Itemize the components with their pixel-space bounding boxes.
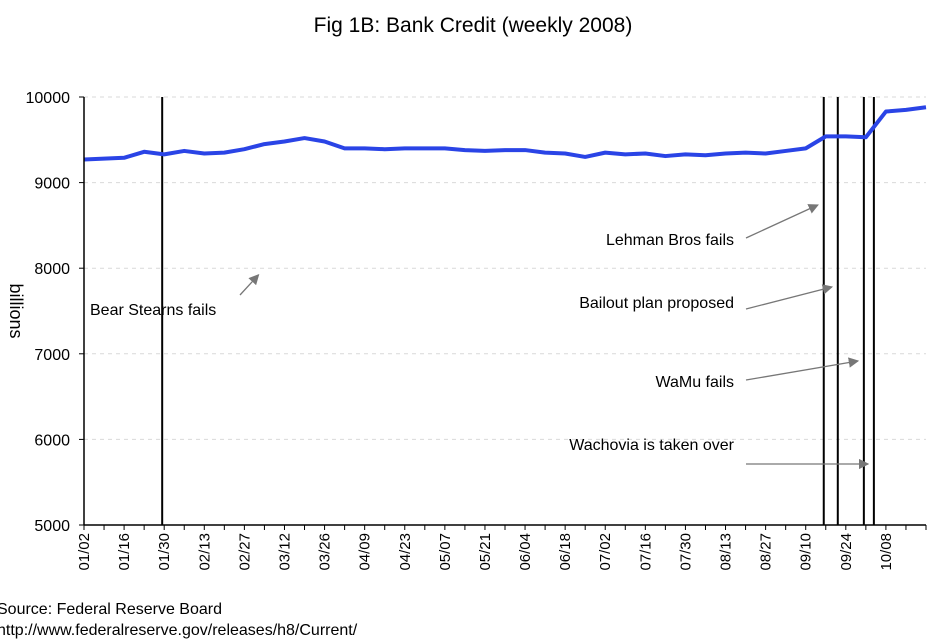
x-tick-label: 07/16 xyxy=(637,533,654,571)
x-tick-label: 04/09 xyxy=(357,533,374,571)
x-tick-label: 09/10 xyxy=(798,533,815,571)
x-tick-label: 08/13 xyxy=(718,533,735,571)
x-tick-label: 06/18 xyxy=(557,533,574,571)
chart-title: Fig 1B: Bank Credit (weekly 2008) xyxy=(313,14,633,37)
annotation-label: WaMu fails xyxy=(655,374,734,391)
x-tick-label: 01/02 xyxy=(76,533,93,571)
y-tick-label: 9000 xyxy=(34,176,70,193)
x-tick-label: 01/30 xyxy=(156,533,173,571)
annotation-arrow xyxy=(745,284,834,310)
source-text: Source: Federal Reserve Board xyxy=(0,601,222,618)
bank-credit-line-chart: 5000 6000 7000 8000 9000 10000 billions 01/02 01… xyxy=(6,90,927,571)
x-tick-label: 05/21 xyxy=(477,533,494,571)
x-tick-label: 08/27 xyxy=(758,533,775,571)
annotation-arrow xyxy=(745,204,819,239)
y-tick-label: 5000 xyxy=(34,518,70,535)
y-tick-label: 7000 xyxy=(34,347,70,364)
x-tick-label: 01/16 xyxy=(116,533,133,571)
annotation-arrow xyxy=(745,357,860,381)
x-tick-label: 02/27 xyxy=(236,533,253,571)
x-tick-label: 09/24 xyxy=(838,533,855,571)
x-tick-label: 06/04 xyxy=(517,533,534,571)
x-tick-label: 02/13 xyxy=(196,533,213,571)
x-tick-label: 07/30 xyxy=(677,533,694,571)
source-url[interactable]: http://www.federalreserve.gov/releases/h… xyxy=(0,622,358,639)
x-tick-label: 05/07 xyxy=(437,533,454,571)
y-tick-label: 6000 xyxy=(34,432,70,449)
x-tick-label: 10/08 xyxy=(878,533,895,571)
y-tick-label: 8000 xyxy=(34,261,70,278)
bank-credit-series-line xyxy=(83,105,927,162)
annotation-label: Bailout plan proposed xyxy=(579,295,734,312)
annotation-arrow xyxy=(239,274,260,296)
y-tick-label: 10000 xyxy=(26,90,71,107)
x-tick-label: 07/02 xyxy=(597,533,614,571)
annotation-label: Wachovia is taken over xyxy=(569,437,734,454)
annotation-label: Bear Stearns fails xyxy=(90,302,216,319)
y-axis-label: billions xyxy=(6,283,26,338)
x-tick-label: 04/23 xyxy=(397,533,414,571)
x-tick-label: 03/12 xyxy=(276,533,293,571)
x-tick-label: 03/26 xyxy=(317,533,334,571)
annotation-label: Lehman Bros fails xyxy=(606,232,734,249)
